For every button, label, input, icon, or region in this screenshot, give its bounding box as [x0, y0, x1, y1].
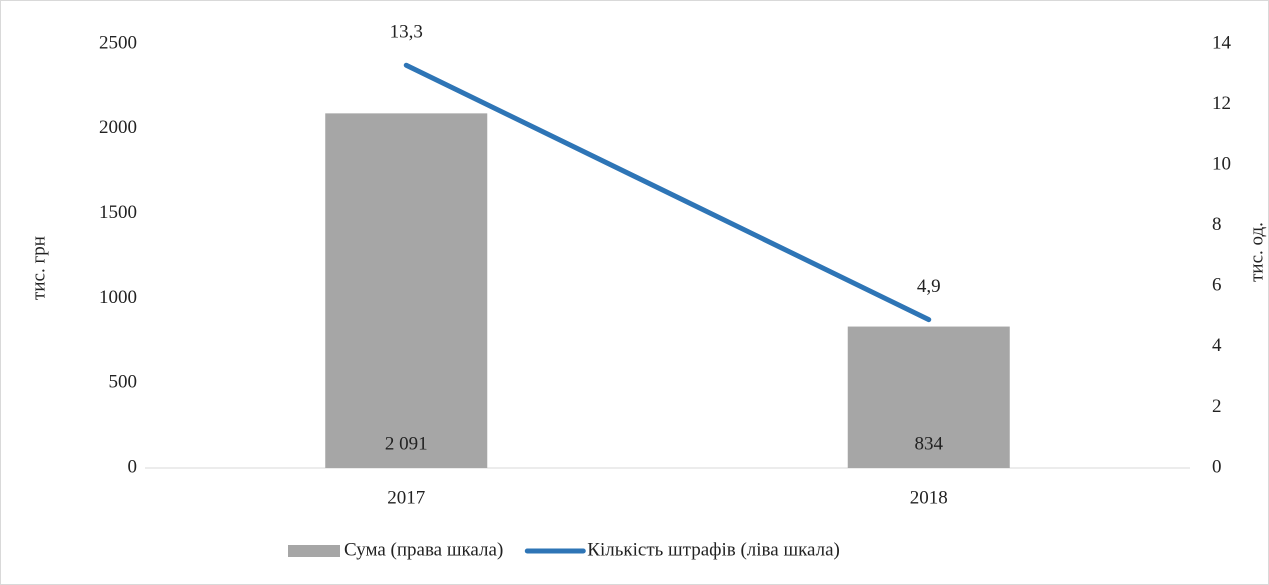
- legend-label: Кількість штрафів (ліва шкала): [587, 539, 840, 560]
- y2-tick-label: 14: [1212, 32, 1232, 53]
- line-value-label: 4,9: [917, 276, 941, 297]
- y-axis-label: тис. грн: [28, 236, 49, 300]
- y2-tick-label: 0: [1212, 456, 1222, 477]
- y2-tick-label: 4: [1212, 335, 1222, 356]
- bar-value-label: 834: [915, 433, 944, 454]
- legend-label: Сума (права шкала): [344, 539, 503, 560]
- y-tick-label: 1000: [99, 287, 137, 308]
- x-tick-label: 2018: [910, 487, 948, 508]
- y2-tick-label: 2: [1212, 396, 1222, 417]
- y2-tick-label: 6: [1212, 275, 1222, 296]
- line-value-label: 13,3: [390, 22, 423, 43]
- y-tick-label: 0: [128, 456, 138, 477]
- y2-tick-label: 10: [1212, 154, 1231, 175]
- bar: [847, 326, 1010, 468]
- y-tick-label: 1500: [99, 202, 137, 223]
- y2-tick-label: 12: [1212, 93, 1231, 114]
- y-tick-label: 2500: [99, 32, 137, 53]
- y2-tick-label: 8: [1212, 214, 1222, 235]
- y-tick-label: 2000: [99, 117, 137, 138]
- line: [403, 62, 932, 323]
- bar: [325, 113, 488, 469]
- y2-axis-label: тис. од.: [1246, 222, 1267, 282]
- legend-swatch: [288, 545, 340, 557]
- y-tick-label: 500: [109, 372, 138, 393]
- x-tick-label: 2017: [387, 487, 425, 508]
- bar-value-label: 2 091: [385, 433, 428, 454]
